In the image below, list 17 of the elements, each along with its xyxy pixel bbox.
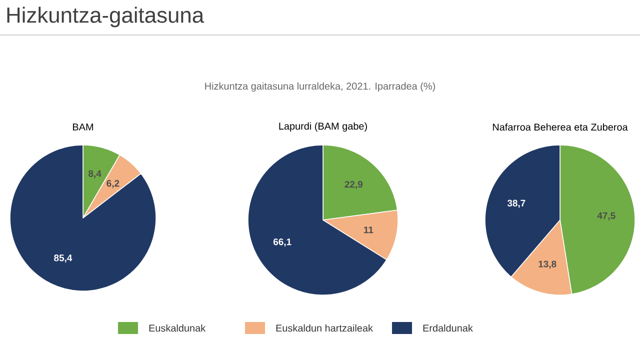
data-label: 85,4 (54, 254, 72, 263)
data-label: 8,4 (88, 170, 102, 178)
data-label: 22,9 (344, 180, 363, 190)
data-label: 38,7 (507, 200, 526, 208)
chart-title: BAM (73, 124, 93, 130)
legend-label: Erdaldunak (423, 324, 473, 332)
chart-title: Lapurdi (BAM gabe) (279, 122, 367, 132)
legend-label: Euskaldunak (149, 324, 206, 332)
legend-label: Euskaldun hartzaileak (276, 324, 373, 332)
data-label: 47,5 (597, 212, 616, 220)
text: Hizkuntza-gaitasuna (7, 6, 204, 28)
data-label: 11 (364, 226, 374, 234)
data-label: 13,8 (538, 260, 556, 269)
chart-title: Nafarroa Beherea eta Zuberoa (492, 123, 628, 131)
data-label: 6,2 (106, 180, 120, 188)
data-label: 66,1 (273, 238, 292, 247)
text: Hizkuntza gaitasuna lurraldeka, 2021. Iparradea (%) (205, 82, 435, 92)
